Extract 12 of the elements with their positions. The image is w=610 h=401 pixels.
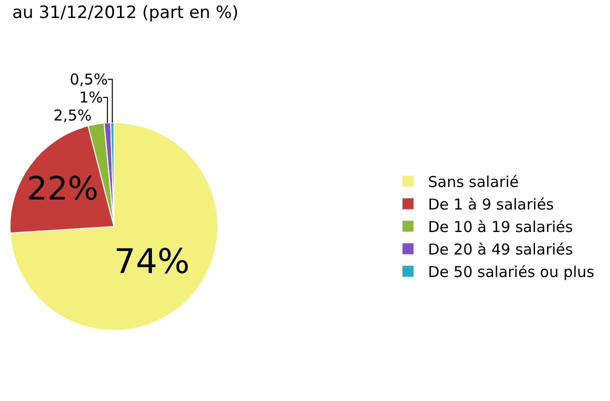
pie-slice — [10, 122, 218, 331]
legend-label: De 20 à 49 salariés — [428, 240, 574, 259]
data-label: 2,5% — [53, 106, 92, 124]
data-label: 0,5% — [70, 70, 108, 88]
legend-label: Sans salarié — [428, 173, 519, 192]
legend-label: De 10 à 19 salariés — [428, 218, 574, 236]
data-label: 22% — [26, 170, 98, 208]
legend-label: De 1 à 9 salariés — [428, 196, 554, 214]
chart-title: au 31/12/2012 (part en %) — [12, 2, 239, 23]
data-label: 74% — [114, 242, 190, 282]
legend-label: De 50 salariés ou plus — [428, 263, 595, 282]
data-label: 1% — [79, 88, 103, 106]
